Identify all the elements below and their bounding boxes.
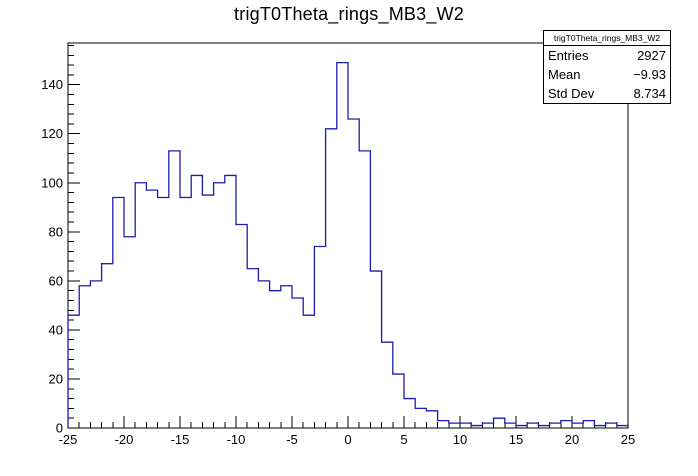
x-tick-label: 10 [453, 432, 467, 447]
histogram-line [67, 61, 629, 428]
stats-entries-label: Entries [548, 48, 589, 63]
y-tick-label: 100 [41, 175, 63, 190]
x-tick-label: -25 [59, 432, 78, 447]
x-tick-label: 25 [621, 432, 635, 447]
x-tick-label: 20 [565, 432, 579, 447]
x-tick-labels: -25 -20 -15 -10 -5 0 5 10 15 20 25 [59, 432, 636, 447]
y-tick-label: 140 [41, 77, 63, 92]
stats-entries-value: 2927 [637, 48, 666, 63]
x-tick-label: 15 [509, 432, 523, 447]
stats-box: trigT0Theta_rings_MB3_W2 Entries 2927 Me… [543, 30, 671, 104]
y-tick-label: 60 [49, 273, 63, 288]
x-tick-label: -20 [115, 432, 134, 447]
stats-stddev-value: 8.734 [633, 86, 666, 101]
stats-box-title: trigT0Theta_rings_MB3_W2 [544, 31, 670, 46]
y-tick-label: 120 [41, 126, 63, 141]
x-tick-label: -5 [286, 432, 298, 447]
x-axis [67, 416, 629, 428]
x-tick-label: 0 [344, 432, 351, 447]
y-tick-label: 0 [56, 421, 63, 436]
plot-title: trigT0Theta_rings_MB3_W2 [234, 4, 464, 24]
x-tick-label: -10 [227, 432, 246, 447]
y-tick-label: 80 [49, 224, 63, 239]
x-tick-label: -15 [171, 432, 190, 447]
y-tick-label: 20 [49, 371, 63, 386]
y-tick-labels: 0 20 40 60 80 100 120 140 [41, 77, 63, 435]
stats-row-stddev: Std Dev 8.734 [544, 84, 670, 103]
stats-mean-label: Mean [548, 67, 581, 82]
stats-stddev-label: Std Dev [548, 86, 595, 101]
x-tick-label: 5 [400, 432, 407, 447]
y-axis [68, 44, 80, 429]
stats-row-entries: Entries 2927 [544, 46, 670, 65]
y-tick-label: 40 [49, 322, 63, 337]
stats-row-mean: Mean −9.93 [544, 65, 670, 84]
stats-mean-value: −9.93 [633, 67, 666, 82]
